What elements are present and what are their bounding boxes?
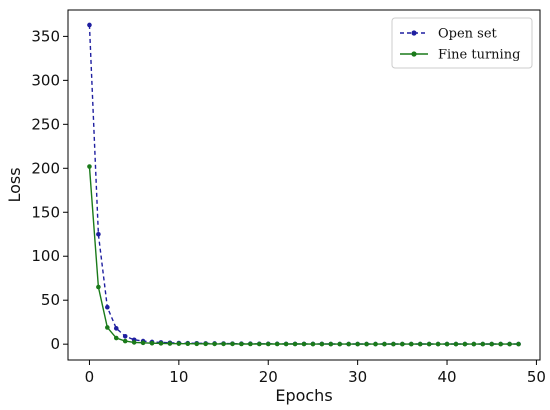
data-point-fine-turning [221,341,226,347]
data-point-fine-turning [328,341,334,347]
y-tick-label: 50 [41,291,60,309]
data-point-fine-turning [230,341,235,347]
data-point-open-set [105,304,110,310]
data-point-fine-turning [113,335,119,341]
x-axis-label: Epochs [275,386,332,405]
data-point-fine-turning [87,164,92,169]
legend: Open set Fine turning [391,17,533,69]
data-point-fine-turning [122,338,128,344]
data-point-fine-turning [319,341,325,347]
data-point-fine-turning [516,341,521,347]
data-point-fine-turning [364,341,369,347]
data-point-fine-turning [96,284,101,290]
data-point-fine-turning [301,341,307,347]
data-point-fine-turning [417,341,423,347]
data-point-fine-turning [185,341,191,347]
data-point-fine-turning [480,341,486,347]
data-point-fine-turning [498,341,503,347]
data-point-fine-turning [337,341,343,347]
x-tick-label: 50 [527,368,546,386]
data-point-fine-turning [462,341,468,347]
data-point-fine-turning [149,340,155,346]
series-layer [87,22,521,347]
data-point-fine-turning [444,341,450,347]
data-point-fine-turning [426,341,432,347]
y-tick-label: 300 [31,71,60,89]
data-point-fine-turning [239,341,244,347]
data-point-fine-turning [212,341,217,347]
data-point-fine-turning [176,341,182,346]
data-point-fine-turning [310,341,316,347]
y-tick-label: 0 [50,335,60,353]
x-tick-label: 20 [259,368,278,386]
data-point-fine-turning [435,341,441,347]
data-point-fine-turning [408,341,414,347]
data-point-fine-turning [489,341,495,347]
y-tick-label: 250 [31,115,60,133]
data-point-fine-turning [471,341,477,347]
legend-label-fine-turning: Fine turning [438,48,520,63]
y-axis-label: Loss [5,167,24,202]
data-point-fine-turning [257,341,262,347]
y-tick-label: 200 [31,159,60,177]
data-point-fine-turning [265,341,271,347]
data-point-fine-turning [292,341,298,347]
data-point-open-set [96,231,101,237]
legend-marker-fine-turning [411,51,417,57]
data-point-fine-turning [355,341,360,347]
data-point-fine-turning [167,341,173,346]
y-tick-label: 150 [31,203,60,221]
data-point-fine-turning [453,341,459,347]
x-tick-label: 40 [437,368,456,386]
data-point-fine-turning [283,341,289,347]
data-point-fine-turning [373,341,378,347]
data-point-fine-turning [400,341,405,347]
legend-marker-open-set [411,30,417,36]
legend-box [391,17,533,69]
data-point-fine-turning [158,341,164,346]
data-point-open-set [122,333,128,339]
data-point-fine-turning [105,325,110,330]
data-point-fine-turning [203,341,208,347]
legend-label-open-set: Open set [438,27,498,42]
x-axis-ticks: 0 10 20 30 40 50 [85,360,546,386]
x-tick-label: 0 [85,368,95,386]
x-tick-label: 10 [169,368,188,386]
data-point-open-set [87,22,92,28]
data-point-fine-turning [194,341,200,347]
data-point-fine-turning [382,341,387,347]
x-tick-label: 30 [348,368,367,386]
data-point-fine-turning [346,341,351,347]
data-point-fine-turning [507,341,512,347]
data-point-fine-turning [140,340,146,346]
data-point-fine-turning [131,340,137,345]
y-tick-label: 350 [31,27,60,45]
series-fine-turning [87,164,521,347]
data-point-fine-turning [391,341,396,347]
data-point-open-set [113,326,119,331]
y-tick-label: 100 [31,247,60,265]
y-axis-ticks: 0 50 100 150 200 250 300 350 [31,27,68,353]
data-point-fine-turning [274,341,280,347]
data-point-fine-turning [248,341,253,347]
